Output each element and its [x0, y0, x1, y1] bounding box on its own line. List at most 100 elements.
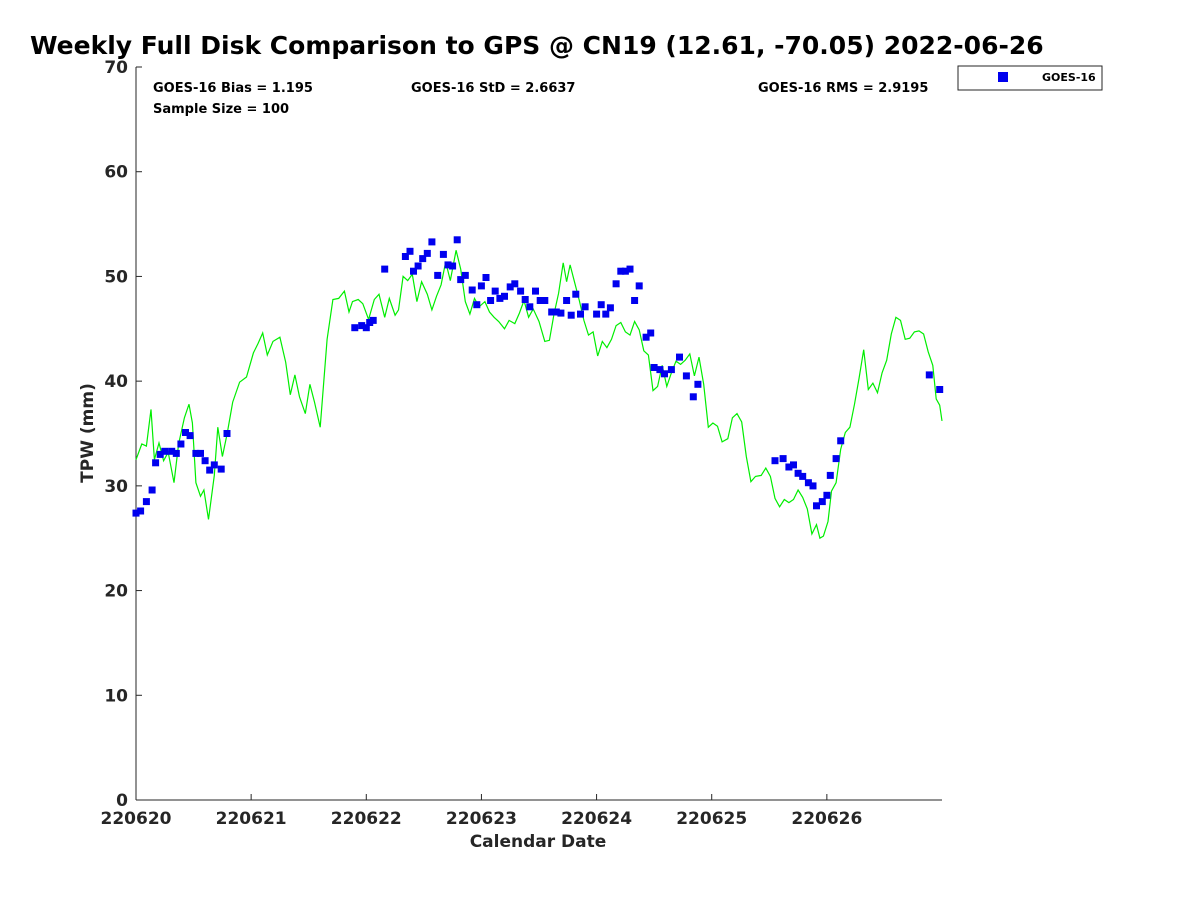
goes16-point	[532, 287, 539, 295]
goes16-point	[449, 262, 457, 270]
goes16-point	[186, 432, 194, 440]
stat-sample-size: Sample Size = 100	[153, 102, 289, 117]
goes16-point	[419, 255, 427, 263]
goes16-point	[358, 322, 366, 330]
x-tick-label: 220621	[216, 809, 287, 829]
goes16-point	[223, 430, 231, 437]
goes16-point	[612, 280, 620, 288]
goes16-point	[818, 498, 826, 506]
goes16-point	[496, 294, 504, 302]
goes16-point	[936, 386, 944, 393]
goes16-point	[593, 310, 601, 318]
gps-series	[135, 250, 943, 540]
goes16-point	[771, 457, 779, 465]
x-tick-label: 220623	[446, 809, 517, 829]
goes16-point	[779, 455, 787, 463]
goes16-point	[635, 282, 643, 290]
goes16-point	[423, 249, 431, 257]
x-ticks: 220620 220621 220622 220623 220624 220625 2206…	[101, 794, 862, 829]
goes16-point	[210, 461, 218, 469]
x-tick-label: 220624	[561, 809, 632, 829]
goes16-point	[362, 324, 370, 332]
goes16-point	[168, 447, 176, 455]
goes16-point	[650, 364, 658, 371]
goes16-point	[444, 261, 452, 269]
goes16-point	[823, 491, 831, 499]
goes16-point	[439, 250, 447, 258]
goes16-point	[206, 466, 214, 474]
goes16-series	[132, 236, 944, 517]
goes16-point	[597, 301, 605, 309]
goes16-point	[177, 440, 185, 448]
goes16-point	[369, 316, 377, 324]
goes16-point	[201, 457, 209, 465]
goes16-point	[813, 502, 820, 510]
goes16-point	[182, 429, 189, 436]
y-tick-label: 50	[104, 267, 128, 287]
goes16-point	[491, 287, 499, 295]
goes16-point	[482, 274, 490, 281]
goes16-point	[406, 247, 414, 255]
stat-std: GOES-16 StD = 2.6637	[411, 81, 575, 96]
goes16-point	[790, 461, 797, 469]
y-tick-label: 30	[104, 477, 128, 497]
goes16-point	[414, 262, 422, 270]
x-tick-label: 220626	[791, 809, 862, 829]
goes16-point	[521, 296, 529, 303]
goes16-point	[477, 282, 485, 290]
goes16-point	[142, 498, 150, 506]
goes16-point	[461, 271, 469, 279]
goes16-point	[794, 469, 802, 477]
x-tick-label: 220620	[101, 809, 172, 829]
goes16-point	[487, 297, 495, 304]
y-axis-label: TPW (mm)	[78, 383, 98, 483]
goes16-point	[156, 450, 164, 458]
goes16-point	[552, 308, 560, 316]
goes16-point	[626, 265, 634, 273]
goes16-point	[799, 472, 807, 480]
goes16-point	[381, 265, 389, 273]
y-tick-label: 0	[116, 791, 128, 811]
goes16-point	[661, 370, 668, 378]
x-axis-label: Calendar Date	[470, 832, 607, 852]
y-tick-label: 10	[104, 686, 128, 706]
y-tick-label: 40	[104, 372, 128, 392]
y-tick-label: 70	[104, 58, 128, 78]
goes16-point	[804, 479, 812, 487]
legend[interactable]: GOES-16	[957, 65, 1103, 91]
goes16-point	[501, 292, 508, 300]
x-tick-label: 220622	[331, 809, 402, 829]
goes16-point	[137, 507, 145, 515]
goes16-point	[517, 287, 525, 295]
goes16-point	[511, 280, 519, 288]
goes16-point	[351, 324, 359, 332]
goes16-point	[428, 238, 436, 246]
goes16-point	[434, 271, 442, 279]
goes16-point	[468, 286, 476, 294]
goes16-point	[217, 465, 225, 473]
goes16-point	[567, 311, 575, 319]
y-ticks: 0 10 20 30 40 50 60 70	[104, 58, 142, 811]
goes16-point	[132, 509, 140, 517]
goes16-point	[832, 455, 840, 463]
goes16-point	[526, 303, 534, 311]
y-tick-label: 60	[104, 163, 128, 183]
goes16-point	[667, 366, 675, 374]
stat-rms: GOES-16 RMS = 2.9195	[758, 81, 928, 96]
goes16-point	[410, 267, 417, 275]
goes16-point	[197, 449, 204, 457]
goes16-point	[656, 366, 664, 374]
legend-label: GOES-16	[1042, 71, 1096, 84]
goes16-point	[457, 276, 465, 284]
goes16-point	[676, 353, 683, 361]
chart-title: Weekly Full Disk Comparison to GPS @ CN1…	[30, 31, 1044, 60]
goes16-point	[606, 304, 614, 312]
goes16-point	[826, 471, 834, 479]
gps-line	[135, 250, 943, 540]
goes16-point	[572, 290, 580, 298]
goes16-point	[689, 393, 697, 401]
goes16-point	[506, 283, 514, 291]
goes16-point	[152, 459, 160, 467]
goes16-point	[581, 303, 589, 311]
